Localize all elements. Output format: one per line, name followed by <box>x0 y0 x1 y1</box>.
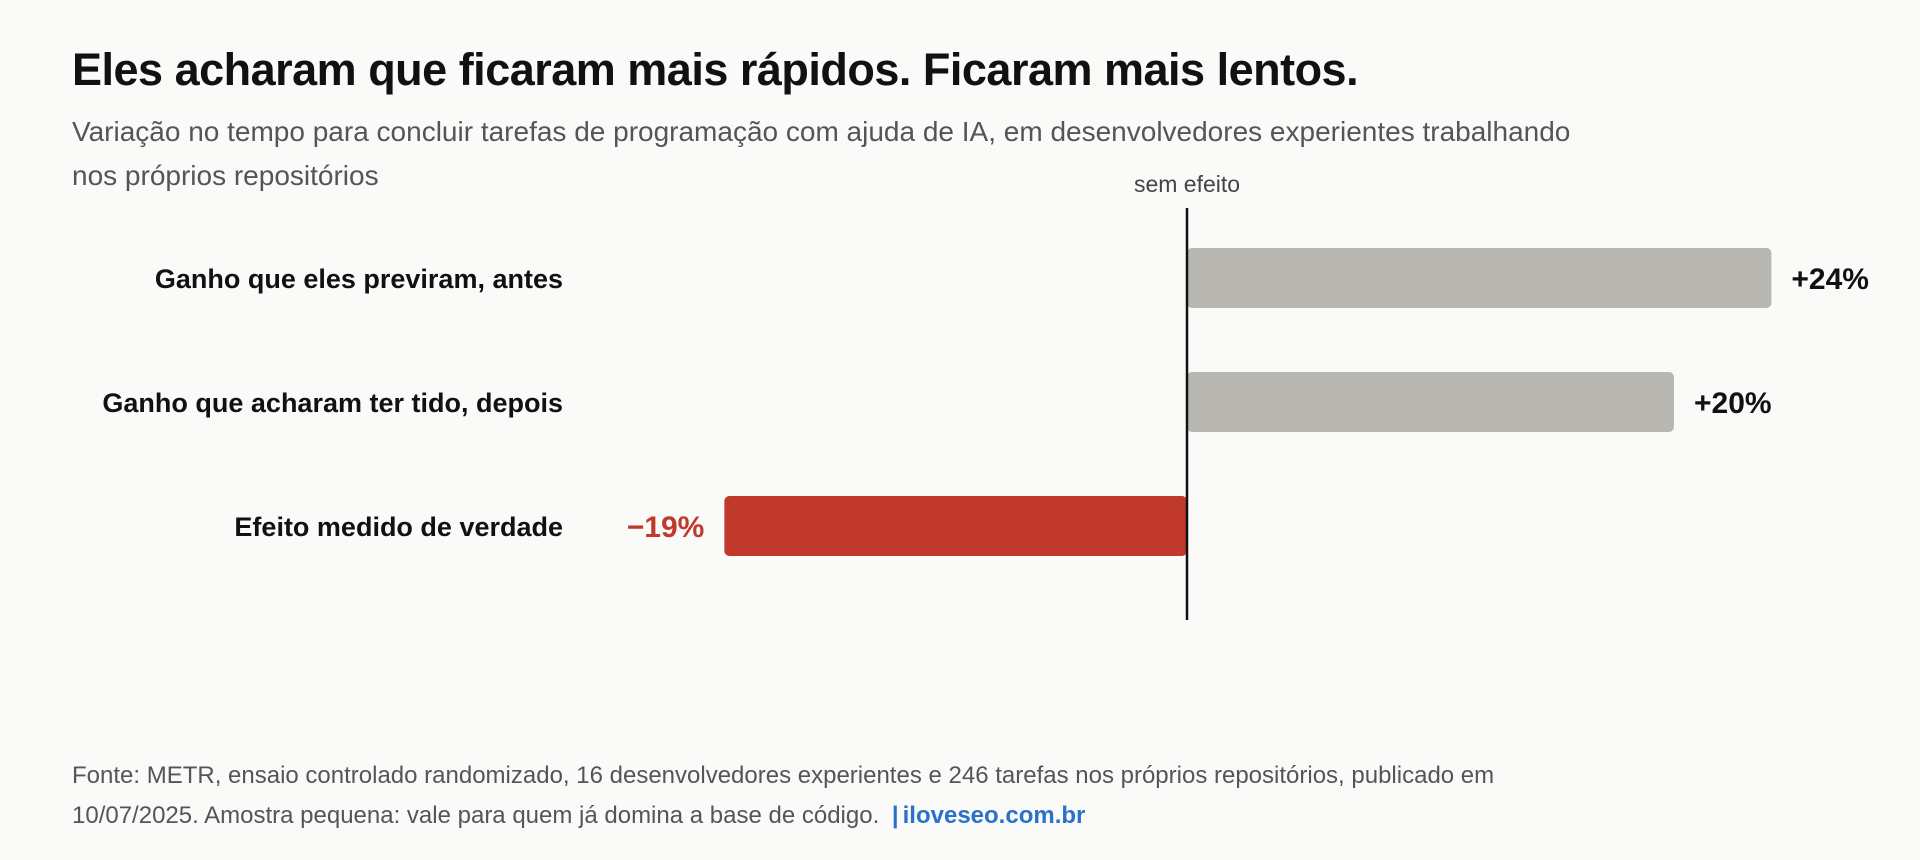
value-label: −19% <box>627 511 705 544</box>
source-note: Fonte: METR, ensaio controlado randomiza… <box>72 756 1572 836</box>
zero-line-label: sem efeito <box>1134 171 1240 197</box>
category-label: Ganho que acharam ter tido, depois <box>102 388 563 418</box>
category-label: Ganho que eles previram, antes <box>155 264 563 294</box>
bar <box>724 496 1187 556</box>
bar <box>1187 248 1772 308</box>
chart-subtitle: Variação no tempo para concluir tarefas … <box>72 116 1571 191</box>
bar <box>1187 372 1674 432</box>
source-text: Fonte: METR, ensaio controlado randomiza… <box>72 762 1495 829</box>
category-label: Efeito medido de verdade <box>234 512 563 542</box>
value-label: +20% <box>1694 387 1772 420</box>
bar-chart: Ganho que eles previram, antes +24% Ganho … <box>102 171 1869 620</box>
value-label: +24% <box>1791 263 1869 296</box>
site-link[interactable]: iloveseo.com.br <box>902 802 1086 829</box>
source-separator: | <box>891 802 899 829</box>
chart-title: Eles acharam que ficaram mais rápidos. F… <box>72 44 1359 95</box>
